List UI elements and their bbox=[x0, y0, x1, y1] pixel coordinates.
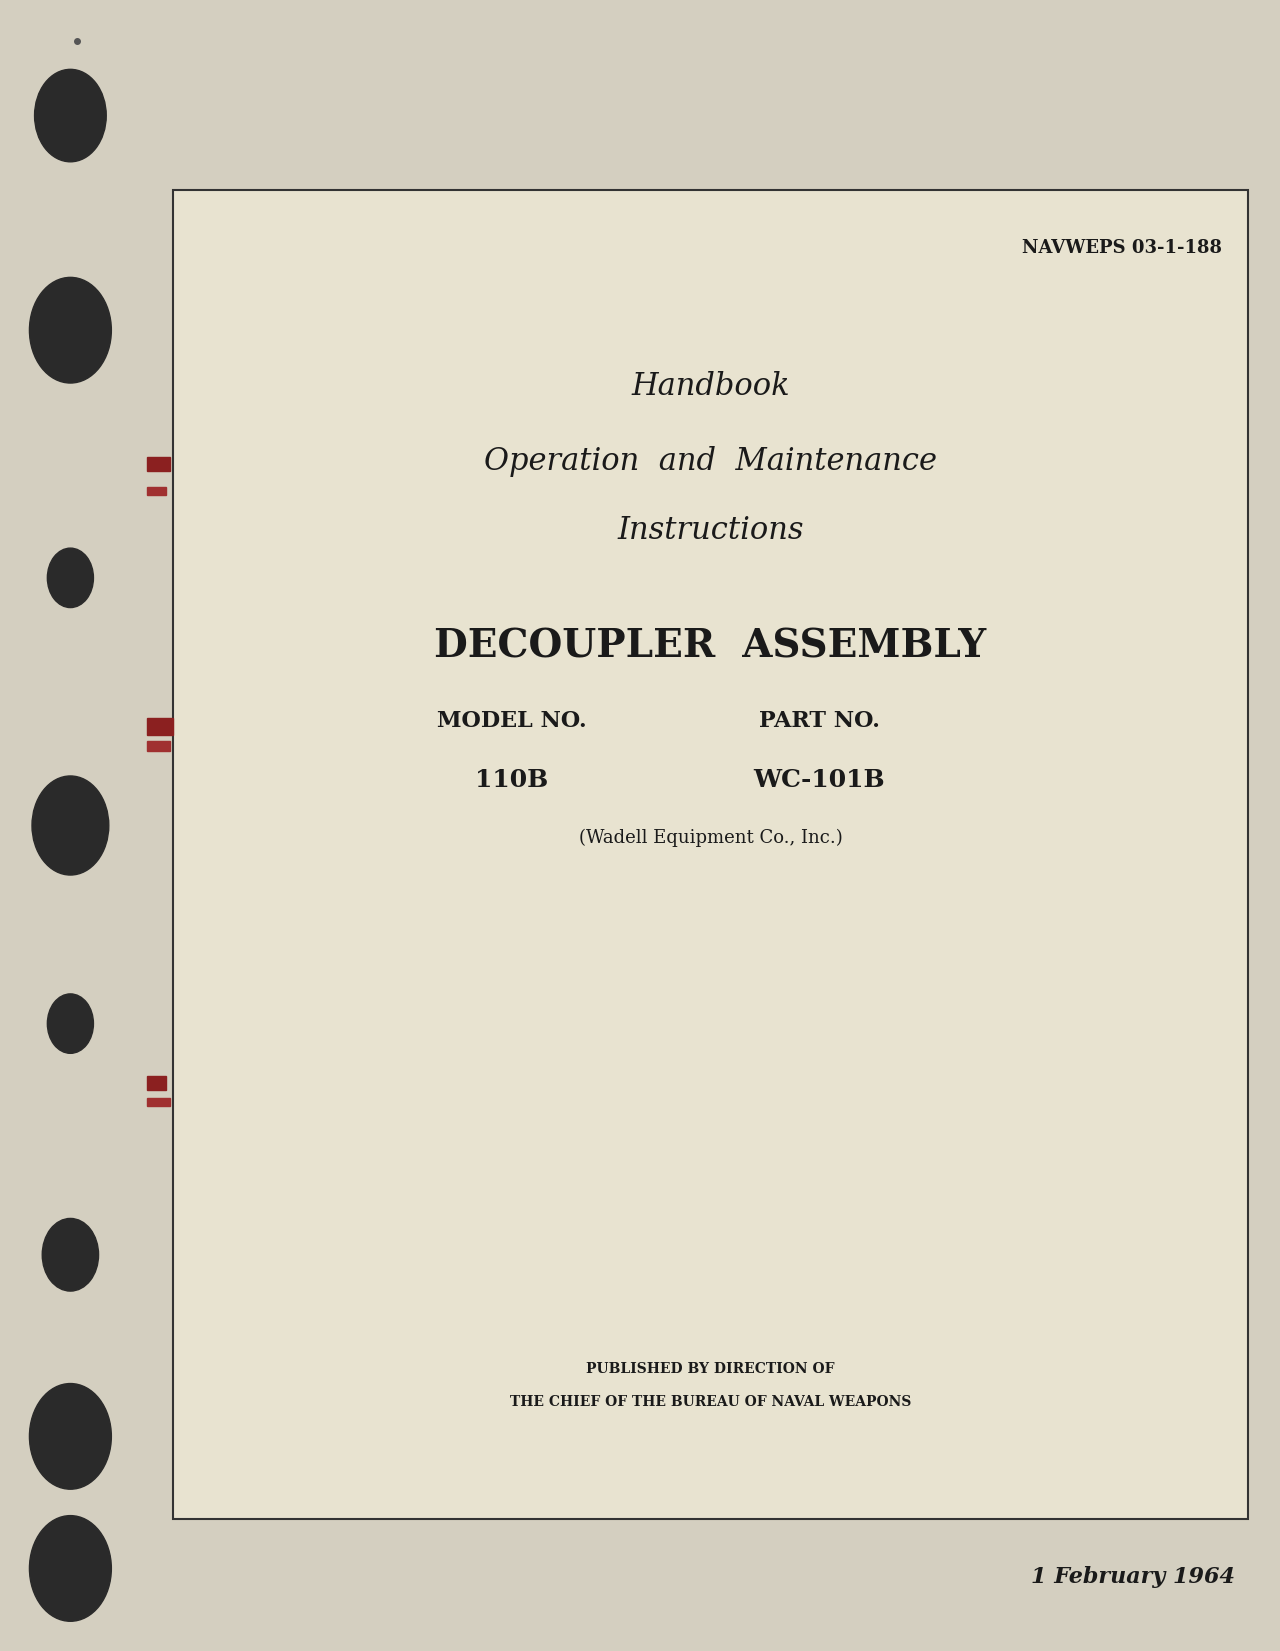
Bar bbox=[147, 487, 166, 495]
Circle shape bbox=[42, 1218, 99, 1291]
Text: PUBLISHED BY DIRECTION OF: PUBLISHED BY DIRECTION OF bbox=[586, 1362, 835, 1375]
Circle shape bbox=[35, 69, 106, 162]
Circle shape bbox=[32, 776, 109, 875]
Circle shape bbox=[47, 994, 93, 1053]
Text: Handbook: Handbook bbox=[631, 371, 790, 403]
Text: Operation  and  Maintenance: Operation and Maintenance bbox=[484, 446, 937, 477]
Bar bbox=[147, 457, 170, 471]
Text: Instructions: Instructions bbox=[617, 515, 804, 546]
Text: 1 February 1964: 1 February 1964 bbox=[1032, 1567, 1235, 1588]
Circle shape bbox=[47, 548, 93, 608]
Text: NAVWEPS 03-1-188: NAVWEPS 03-1-188 bbox=[1023, 239, 1222, 258]
Circle shape bbox=[29, 1516, 111, 1621]
Circle shape bbox=[29, 277, 111, 383]
Text: MODEL NO.: MODEL NO. bbox=[438, 710, 586, 731]
Text: WC-101B: WC-101B bbox=[754, 768, 884, 792]
Bar bbox=[147, 718, 173, 735]
Bar bbox=[147, 1076, 166, 1090]
Text: (Wadell Equipment Co., Inc.): (Wadell Equipment Co., Inc.) bbox=[579, 829, 842, 847]
Text: THE CHIEF OF THE BUREAU OF NAVAL WEAPONS: THE CHIEF OF THE BUREAU OF NAVAL WEAPONS bbox=[509, 1395, 911, 1408]
Circle shape bbox=[29, 1384, 111, 1489]
Bar bbox=[173, 190, 1248, 1519]
Text: PART NO.: PART NO. bbox=[759, 710, 879, 731]
Text: DECOUPLER  ASSEMBLY: DECOUPLER ASSEMBLY bbox=[434, 627, 987, 665]
Bar bbox=[147, 741, 170, 751]
Bar bbox=[147, 1098, 170, 1106]
Text: 110B: 110B bbox=[475, 768, 549, 792]
